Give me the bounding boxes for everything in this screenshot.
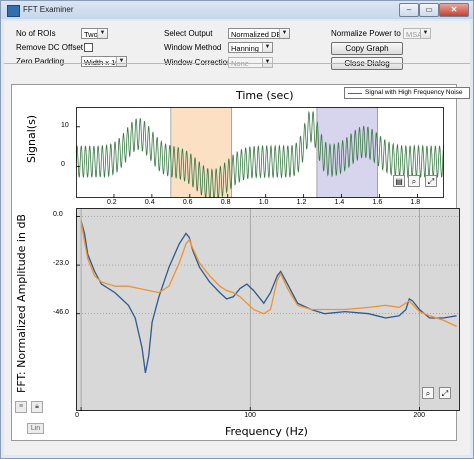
signal-x-tick-label: 1.0 bbox=[258, 199, 269, 206]
fft-ylabel: FFT: Normalized Amplitude in dB bbox=[15, 214, 28, 393]
legend-swatch bbox=[348, 93, 362, 94]
title-bar[interactable]: FFT Examiner – ▭ ✕ bbox=[1, 1, 473, 19]
plot-frame bbox=[76, 208, 460, 411]
zoom-icon[interactable]: ⌕ bbox=[422, 387, 434, 399]
maximize-button[interactable]: ▭ bbox=[419, 3, 439, 17]
signal-plot[interactable] bbox=[76, 107, 444, 198]
chevron-down-icon: ▼ bbox=[420, 29, 430, 38]
normalize-power-label: Normalize Power to bbox=[331, 29, 401, 38]
signal-x-tick-label: 1.2 bbox=[296, 199, 307, 206]
fft-y-tick-label: -23.0 bbox=[53, 260, 69, 268]
normalize-power-select[interactable]: MSA ▼ bbox=[403, 28, 431, 39]
chevron-down-icon: ▼ bbox=[262, 58, 272, 67]
app-icon bbox=[7, 5, 20, 17]
signal-ylabel: Signal(s) bbox=[25, 114, 38, 163]
zero-padding-select[interactable]: Width x 10 ▼ bbox=[81, 56, 127, 67]
select-output-value: Normalized DB bbox=[231, 30, 282, 39]
num-rois-label: No of ROIs bbox=[16, 29, 56, 38]
chevron-down-icon: ▼ bbox=[262, 43, 272, 52]
signal-x-tick-label: 1.6 bbox=[372, 199, 383, 206]
signal-x-tick-label: 0.2 bbox=[106, 199, 117, 206]
signal-legend: Signal with High Frequency Noise bbox=[344, 87, 470, 99]
legend-label: Signal with High Frequency Noise bbox=[365, 89, 463, 96]
window-method-label: Window Method bbox=[164, 43, 222, 52]
minimize-button[interactable]: – bbox=[399, 3, 419, 17]
roi-region-2 bbox=[316, 107, 378, 198]
signal-series-line bbox=[76, 110, 444, 198]
signal-y-tick-label: 10 bbox=[61, 121, 69, 129]
lock-icon[interactable]: 🔒︎ bbox=[31, 401, 43, 413]
num-rois-select[interactable]: Two ▼ bbox=[81, 28, 108, 39]
plot-frame bbox=[76, 107, 444, 198]
signal-y-tick-label: 0 bbox=[61, 161, 65, 169]
zero-padding-label: Zero Padding bbox=[16, 57, 65, 66]
chevron-down-icon: ▼ bbox=[116, 57, 126, 66]
roi-region-1 bbox=[170, 107, 232, 198]
signal-x-tick-label: 0.6 bbox=[182, 199, 193, 206]
select-output-label: Select Output bbox=[164, 29, 213, 38]
window-correction-label: Window Correction bbox=[164, 58, 232, 67]
window-title: FFT Examiner bbox=[23, 5, 74, 14]
signal-x-tick-label: 0.4 bbox=[144, 199, 155, 206]
remove-dc-checkbox[interactable] bbox=[84, 43, 93, 52]
fft-x-tick-label: 100 bbox=[244, 412, 256, 419]
copy-graph-button[interactable]: Copy Graph bbox=[331, 42, 403, 55]
signal-x-tick-label: 0.8 bbox=[220, 199, 231, 206]
window-method-value: Hanning bbox=[231, 44, 259, 53]
normalize-power-value: MSA bbox=[406, 30, 423, 39]
fft-series-line-2 bbox=[80, 220, 457, 327]
fft-y-tick-label: -46.0 bbox=[53, 308, 69, 316]
plot-background bbox=[76, 208, 460, 411]
fft-xlabel: Frequency (Hz) bbox=[225, 425, 308, 438]
num-rois-value: Two bbox=[84, 30, 98, 39]
fft-series-line-1 bbox=[80, 220, 457, 374]
plot-background bbox=[76, 107, 444, 198]
close-window-button[interactable]: ✕ bbox=[439, 3, 469, 17]
rescale-icon[interactable]: ⤢ bbox=[425, 175, 437, 187]
signal-plot-title: Time (sec) bbox=[236, 89, 294, 102]
rescale-icon[interactable]: ⤢ bbox=[439, 387, 451, 399]
separator bbox=[4, 63, 470, 64]
chevron-down-icon: ▼ bbox=[279, 29, 289, 38]
window-method-select[interactable]: Hanning ▼ bbox=[228, 42, 273, 53]
fft-x-tick-label: 0 bbox=[75, 412, 79, 419]
fft-plot[interactable] bbox=[76, 208, 460, 411]
signal-x-tick-label: 1.8 bbox=[410, 199, 421, 206]
scale-button[interactable]: ≡ bbox=[15, 401, 27, 413]
remove-dc-label: Remove DC Offset bbox=[16, 43, 83, 52]
fft-x-tick-label: 200 bbox=[413, 412, 426, 419]
chevron-down-icon: ▼ bbox=[97, 29, 107, 38]
zero-padding-value: Width x 10 bbox=[84, 58, 119, 66]
save-graph-icon[interactable]: ▤ bbox=[393, 175, 405, 187]
signal-x-tick-label: 1.4 bbox=[334, 199, 345, 206]
lin-button[interactable]: Lin bbox=[27, 423, 44, 434]
select-output-select[interactable]: Normalized DB ▼ bbox=[228, 28, 290, 39]
fft-y-tick-label: 0.0 bbox=[53, 211, 63, 219]
zoom-icon[interactable]: ⌕ bbox=[408, 175, 420, 187]
